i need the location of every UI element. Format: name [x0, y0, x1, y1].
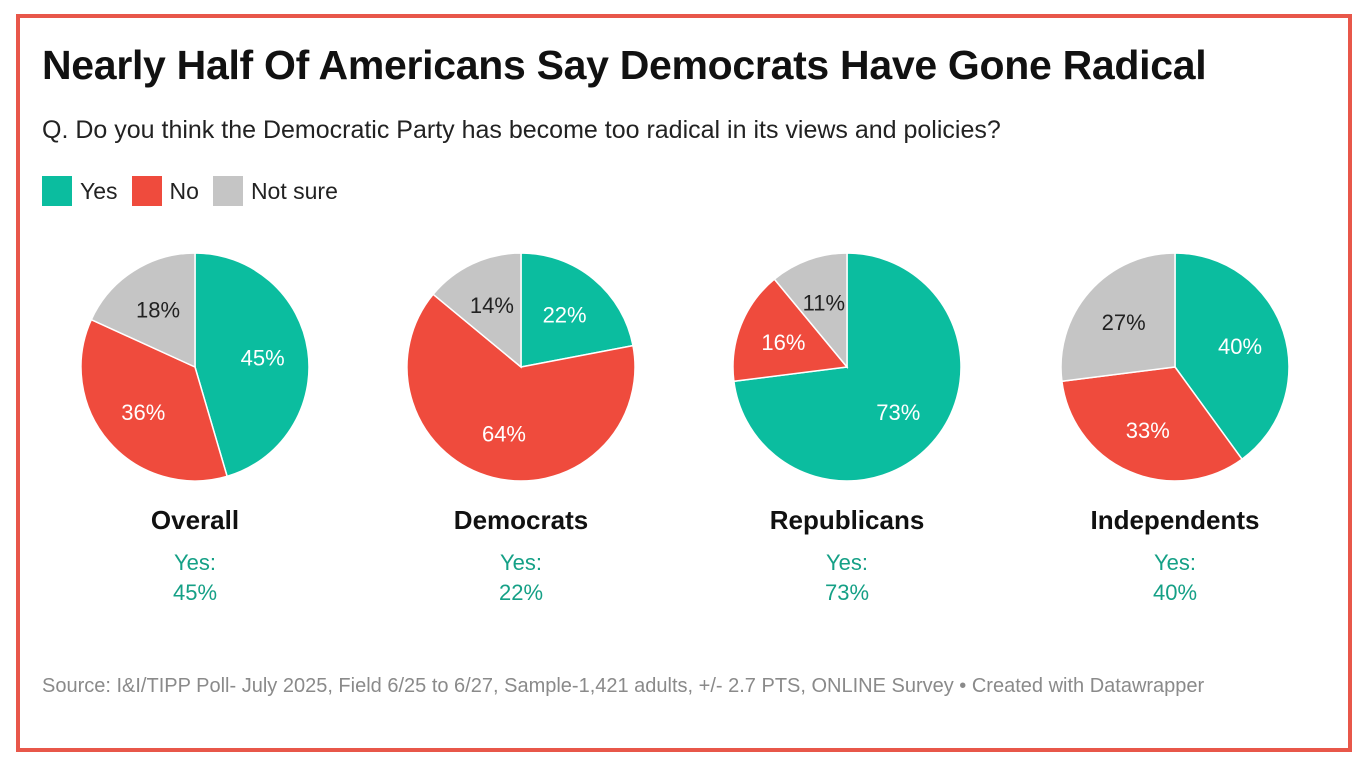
slice-label-not-sure: 18%	[136, 297, 180, 322]
yes-label: Yes:	[825, 550, 868, 575]
legend: Yes No Not sure	[42, 176, 352, 206]
panel-independents: Independents Yes: 40%	[1045, 505, 1305, 608]
pie-slice-not-sure	[432, 252, 522, 369]
pie-slice-not-sure	[773, 252, 848, 370]
legend-swatch-yes	[42, 176, 72, 206]
panel-republicans: Republicans Yes: 73%	[717, 505, 977, 608]
pie-slice-no	[732, 278, 849, 383]
slice-label-yes: 40%	[1218, 334, 1262, 359]
pie-title: Republicans	[769, 505, 925, 535]
yes-value: 73%	[824, 580, 870, 605]
yes-value: 40%	[1152, 580, 1198, 605]
yes-label: Yes:	[499, 550, 542, 575]
chart-frame	[16, 14, 1352, 752]
chart-subtitle: Q. Do you think the Democratic Party has…	[42, 116, 1001, 144]
legend-label: No	[169, 177, 199, 204]
pie-slice-not-sure	[90, 252, 196, 369]
slice-label-no: 16%	[761, 330, 805, 355]
pie-slice-no	[1061, 366, 1244, 482]
chart-title: Nearly Half Of Americans Say Democrats H…	[42, 42, 1207, 88]
pie-title: Overall	[150, 505, 240, 535]
yes-value: 45%	[172, 580, 218, 605]
legend-label: Not sure	[250, 177, 338, 204]
slice-label-no: 33%	[1126, 418, 1170, 443]
slice-label-not-sure: 14%	[470, 293, 514, 318]
slice-label-yes: 45%	[241, 345, 285, 370]
yes-label: Yes:	[173, 550, 216, 575]
pie-slice-no	[406, 293, 636, 482]
legend-item-not-sure: Not sure	[212, 176, 338, 206]
slice-label-yes: 73%	[876, 400, 920, 425]
pie-title: Democrats	[453, 505, 589, 535]
legend-swatch-no	[131, 176, 162, 206]
panel-overall: Overall Yes: 45%	[65, 505, 325, 608]
yes-label: Yes:	[1153, 550, 1196, 575]
legend-item-no: No	[131, 176, 199, 206]
slice-label-no: 64%	[482, 421, 526, 446]
pie-slice-yes	[1174, 252, 1290, 461]
slice-label-not-sure: 27%	[1102, 310, 1146, 335]
legend-item-yes: Yes	[42, 176, 118, 206]
panel-democrats: Democrats Yes: 22%	[391, 505, 651, 608]
slice-label-not-sure: 11%	[803, 291, 845, 316]
pie-slice-not-sure	[1060, 252, 1176, 383]
source-note: Source: I&I/TIPP Poll- July 2025, Field …	[42, 675, 1205, 697]
pie-slice-yes	[520, 252, 634, 368]
pie-slice-no	[80, 318, 229, 482]
legend-label: Yes	[80, 177, 118, 204]
legend-swatch-not-sure	[212, 176, 243, 206]
slice-label-yes: 22%	[543, 302, 587, 327]
pie-slice-yes	[194, 252, 310, 478]
slice-label-no: 36%	[121, 400, 165, 425]
yes-value: 22%	[498, 580, 544, 605]
pie-title: Independents	[1090, 505, 1260, 535]
